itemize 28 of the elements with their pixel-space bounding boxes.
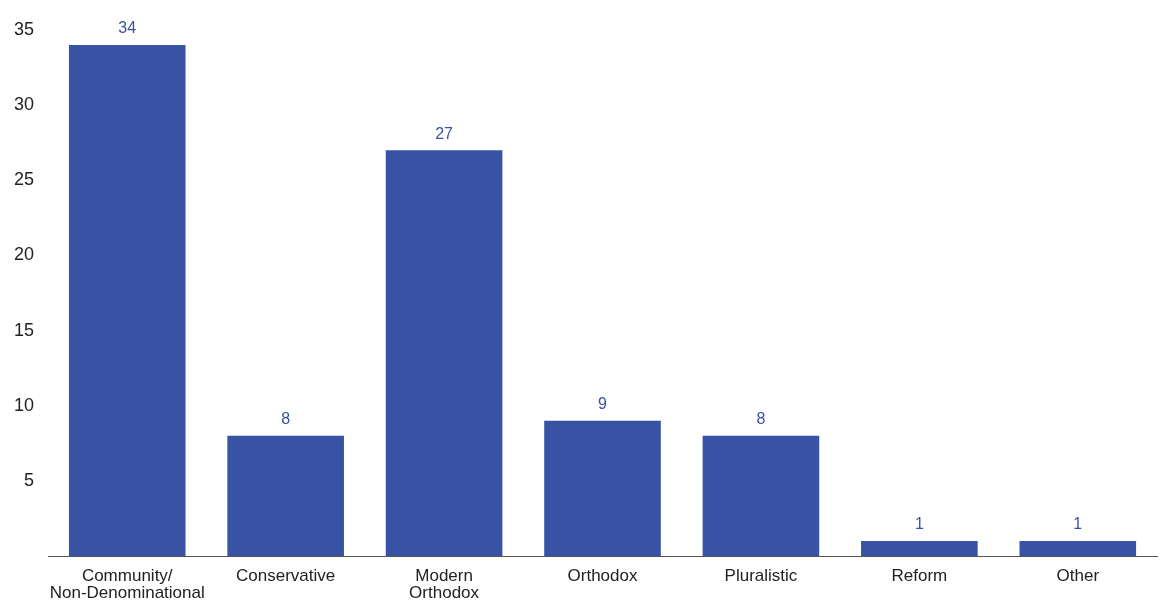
bar bbox=[702, 435, 820, 556]
y-tick-label: 10 bbox=[13, 394, 35, 415]
data-label: 34 bbox=[118, 19, 137, 37]
data-label: 1 bbox=[914, 515, 924, 533]
bar bbox=[385, 150, 503, 556]
y-tick-label: 20 bbox=[13, 244, 35, 265]
bar bbox=[68, 45, 186, 556]
y-tick-label: 5 bbox=[24, 469, 35, 490]
y-tick-label: 25 bbox=[13, 169, 35, 190]
y-tick-label: 15 bbox=[13, 319, 35, 340]
data-label: 8 bbox=[756, 410, 766, 428]
bar bbox=[544, 420, 661, 556]
x-tick-label: Community/ Non-Denominational bbox=[49, 566, 205, 603]
bar bbox=[227, 435, 344, 556]
bar bbox=[861, 540, 978, 556]
data-label: 1 bbox=[1073, 515, 1083, 533]
data-label: 27 bbox=[435, 124, 454, 142]
x-tick-label: Orthodox bbox=[567, 566, 638, 586]
x-tick-label: Reform bbox=[891, 566, 948, 586]
y-tick-label: 35 bbox=[13, 18, 35, 39]
x-tick-label: Pluralistic bbox=[724, 566, 798, 586]
x-tick-label: Modern Orthodox bbox=[409, 566, 480, 603]
data-label: 9 bbox=[598, 395, 608, 413]
x-tick-label: Conservative bbox=[236, 566, 336, 586]
bar bbox=[1019, 540, 1137, 556]
x-tick-label: Other bbox=[1056, 566, 1100, 586]
y-tick-label: 30 bbox=[13, 94, 35, 115]
data-label: 8 bbox=[281, 410, 291, 428]
